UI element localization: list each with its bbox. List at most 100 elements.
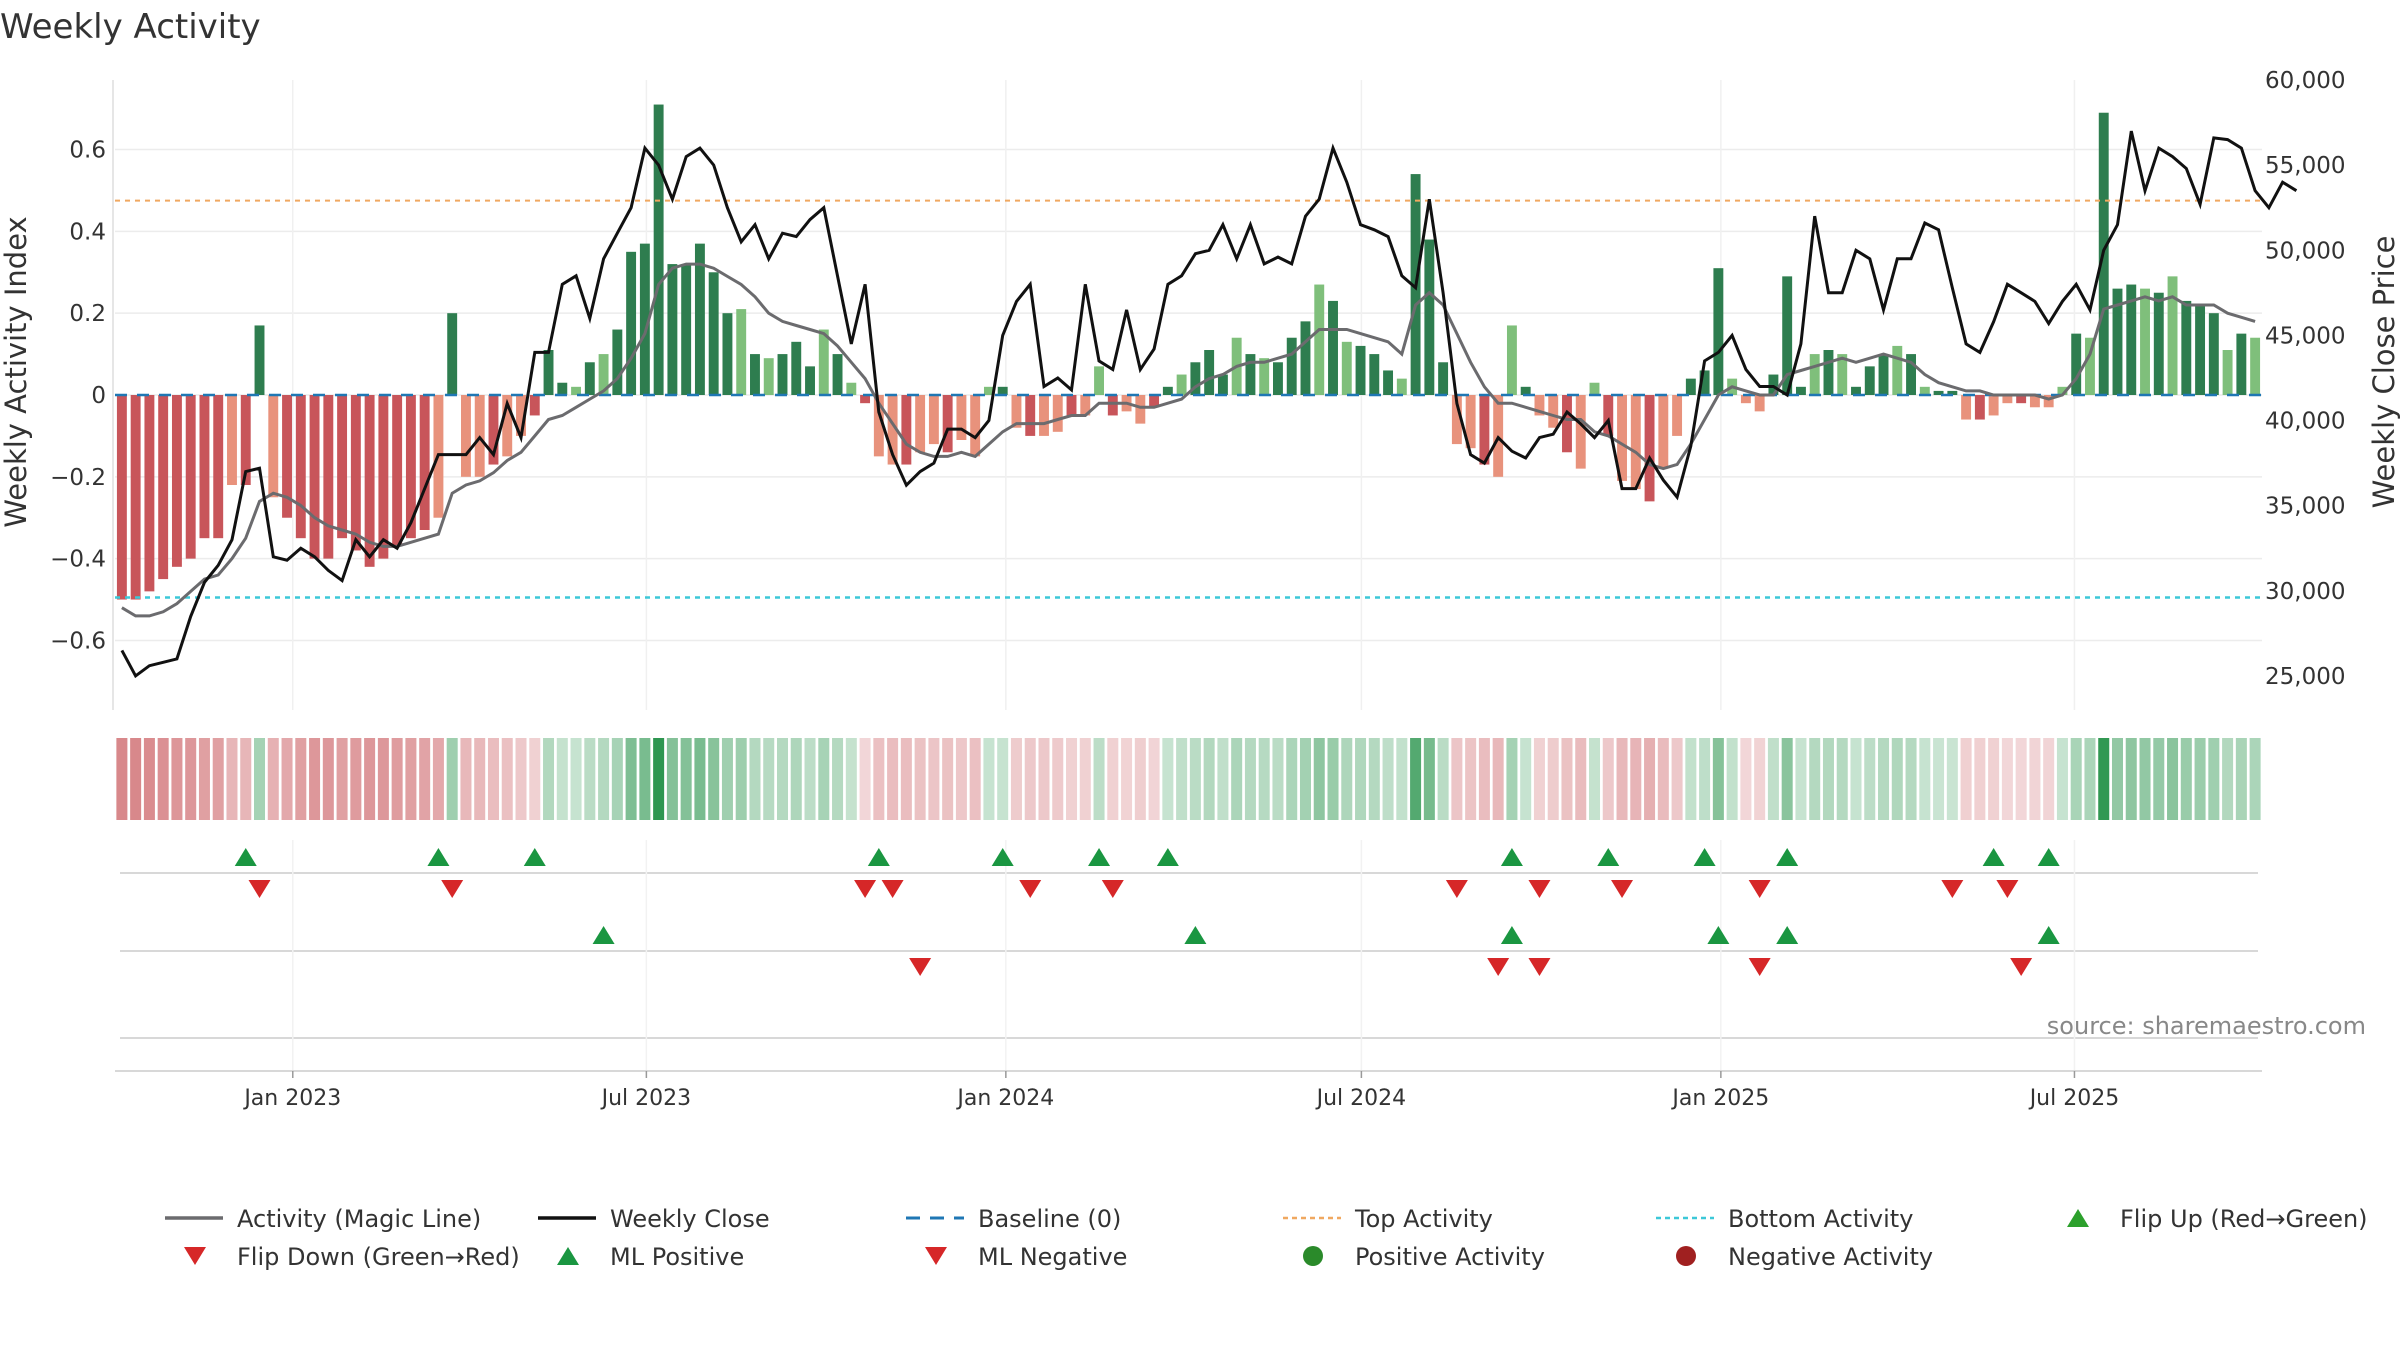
heat-cell (1437, 738, 1449, 820)
activity-bar (997, 386, 1008, 395)
heat-cell (1341, 738, 1353, 820)
left-tick-label: 0.6 (69, 138, 106, 164)
heat-cell (529, 738, 541, 820)
signal-down-marker (1748, 958, 1771, 976)
heat-cell (749, 738, 761, 820)
heat-cell (226, 738, 238, 820)
activity-bar (2236, 333, 2247, 395)
x-tick-label: Jan 2024 (955, 1086, 1054, 1111)
activity-bar (502, 395, 513, 457)
activity-bar (1575, 395, 1586, 469)
activity-bar (763, 358, 774, 395)
legend-label: Positive Activity (1355, 1243, 1545, 1271)
heat-cell (2167, 738, 2179, 820)
signal-down-marker (248, 880, 271, 898)
heat-cell (157, 738, 169, 820)
activity-bar (364, 395, 375, 567)
heat-cell (2208, 738, 2220, 820)
heat-cell (983, 738, 995, 820)
activity-bar (1273, 362, 1283, 395)
left-tick-label: 0 (91, 383, 106, 409)
right-tick-label: 60,000 (2265, 68, 2345, 94)
activity-bar (832, 354, 843, 395)
heat-cell (1286, 738, 1298, 820)
activity-bar (791, 341, 802, 395)
activity-bar (557, 382, 568, 395)
magic-line (121, 262, 2256, 618)
activity-bar (213, 395, 224, 539)
heat-cell (2153, 738, 2165, 820)
activity-bar (2195, 305, 2206, 395)
heat-cell (1024, 738, 1036, 820)
legend-item: Weekly Close (538, 1205, 770, 1233)
signal-up-marker (592, 926, 615, 944)
heat-cell (474, 738, 486, 820)
activity-bar (1892, 345, 1903, 395)
activity-bar (1300, 321, 1311, 395)
legend-swatch (557, 1247, 579, 1265)
heat-cell (1575, 738, 1587, 820)
activity-bar (240, 395, 251, 485)
x-tick-label: Jan 2025 (1670, 1086, 1769, 1111)
activity-bar (516, 395, 526, 436)
x-tick-label: Jul 2023 (600, 1086, 692, 1111)
heat-cell (240, 738, 252, 820)
activity-bar (2057, 386, 2068, 395)
heat-cell (432, 738, 444, 820)
heat-cell (1010, 738, 1022, 820)
activity-bar (1562, 395, 1572, 453)
activity-bar (1699, 370, 1710, 395)
activity-bar (171, 395, 182, 567)
activity-bar (447, 313, 458, 395)
heat-cell (2015, 738, 2027, 820)
activity-bar (1906, 354, 1917, 395)
legend-item: Top Activity (1283, 1205, 1493, 1233)
heat-cell (1644, 738, 1656, 820)
legend-label: ML Negative (978, 1243, 1127, 1271)
legend-label: Weekly Close (610, 1205, 770, 1233)
activity-bar (694, 243, 705, 395)
heat-cell (1162, 738, 1174, 820)
activity-bar (268, 395, 279, 498)
activity-bar (1355, 345, 1366, 395)
activity-bar (1644, 395, 1655, 502)
x-tick-label: Jan 2023 (242, 1086, 341, 1111)
left-tick-label: 0.4 (69, 219, 106, 245)
heat-cell (350, 738, 362, 820)
heat-cell (1905, 738, 1917, 820)
activity-bar (1782, 276, 1793, 395)
activity-bar (199, 395, 210, 539)
signal-down-marker (909, 958, 932, 976)
left-tick-label: −0.4 (50, 547, 106, 573)
legend-swatch (925, 1247, 947, 1265)
heat-cell (309, 738, 321, 820)
heat-cell (804, 738, 816, 820)
activity-bar (983, 386, 994, 395)
activity-bar (805, 366, 815, 395)
right-tick-label: 30,000 (2265, 579, 2345, 605)
activity-bar (1672, 395, 1683, 436)
heat-cell (556, 738, 568, 820)
legend-swatch (184, 1247, 206, 1265)
activity-bar (1947, 390, 1958, 395)
heat-cell (680, 738, 692, 820)
heat-cell (460, 738, 472, 820)
signal-down-marker (1528, 958, 1551, 976)
activity-bar (1603, 395, 1614, 436)
signal-up-marker (523, 848, 546, 866)
activity-bar (1974, 395, 1985, 420)
heat-cell (928, 738, 940, 820)
signal-rows (115, 840, 2262, 1072)
heat-cell (1299, 738, 1311, 820)
signal-up-marker (1597, 848, 1620, 866)
signal-up-marker (1776, 848, 1799, 866)
heat-cell (446, 738, 458, 820)
heat-cell (2235, 738, 2247, 820)
heat-cell (708, 738, 720, 820)
activity-bar (1795, 386, 1806, 395)
heat-cell (1052, 738, 1064, 820)
signal-down-marker (1996, 880, 2019, 898)
signal-up-marker (1693, 848, 1716, 866)
heat-cell (1038, 738, 1050, 820)
heat-cell (1809, 738, 1821, 820)
